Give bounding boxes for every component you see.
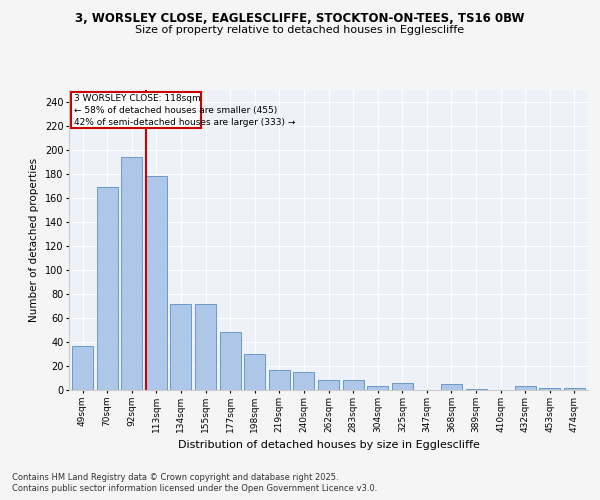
Bar <box>564 388 585 390</box>
Text: Contains HM Land Registry data © Crown copyright and database right 2025.: Contains HM Land Registry data © Crown c… <box>12 472 338 482</box>
Bar <box>72 346 93 390</box>
Bar <box>170 304 191 390</box>
Bar <box>539 388 560 390</box>
Bar <box>367 386 388 390</box>
Bar <box>244 354 265 390</box>
Bar <box>318 380 339 390</box>
Text: ← 58% of detached houses are smaller (455): ← 58% of detached houses are smaller (45… <box>74 106 278 114</box>
Y-axis label: Number of detached properties: Number of detached properties <box>29 158 39 322</box>
Bar <box>515 386 536 390</box>
Text: 3 WORSLEY CLOSE: 118sqm: 3 WORSLEY CLOSE: 118sqm <box>74 94 201 103</box>
FancyBboxPatch shape <box>71 92 201 128</box>
Bar <box>343 380 364 390</box>
Bar <box>220 332 241 390</box>
Bar <box>269 370 290 390</box>
Bar <box>466 389 487 390</box>
Text: Contains public sector information licensed under the Open Government Licence v3: Contains public sector information licen… <box>12 484 377 493</box>
X-axis label: Distribution of detached houses by size in Egglescliffe: Distribution of detached houses by size … <box>178 440 479 450</box>
Bar <box>441 384 462 390</box>
Text: 3, WORSLEY CLOSE, EAGLESCLIFFE, STOCKTON-ON-TEES, TS16 0BW: 3, WORSLEY CLOSE, EAGLESCLIFFE, STOCKTON… <box>75 12 525 26</box>
Text: Size of property relative to detached houses in Egglescliffe: Size of property relative to detached ho… <box>136 25 464 35</box>
Bar <box>146 176 167 390</box>
Text: 42% of semi-detached houses are larger (333) →: 42% of semi-detached houses are larger (… <box>74 118 296 126</box>
Bar <box>97 187 118 390</box>
Bar <box>392 383 413 390</box>
Bar <box>293 372 314 390</box>
Bar <box>121 157 142 390</box>
Bar <box>195 304 216 390</box>
